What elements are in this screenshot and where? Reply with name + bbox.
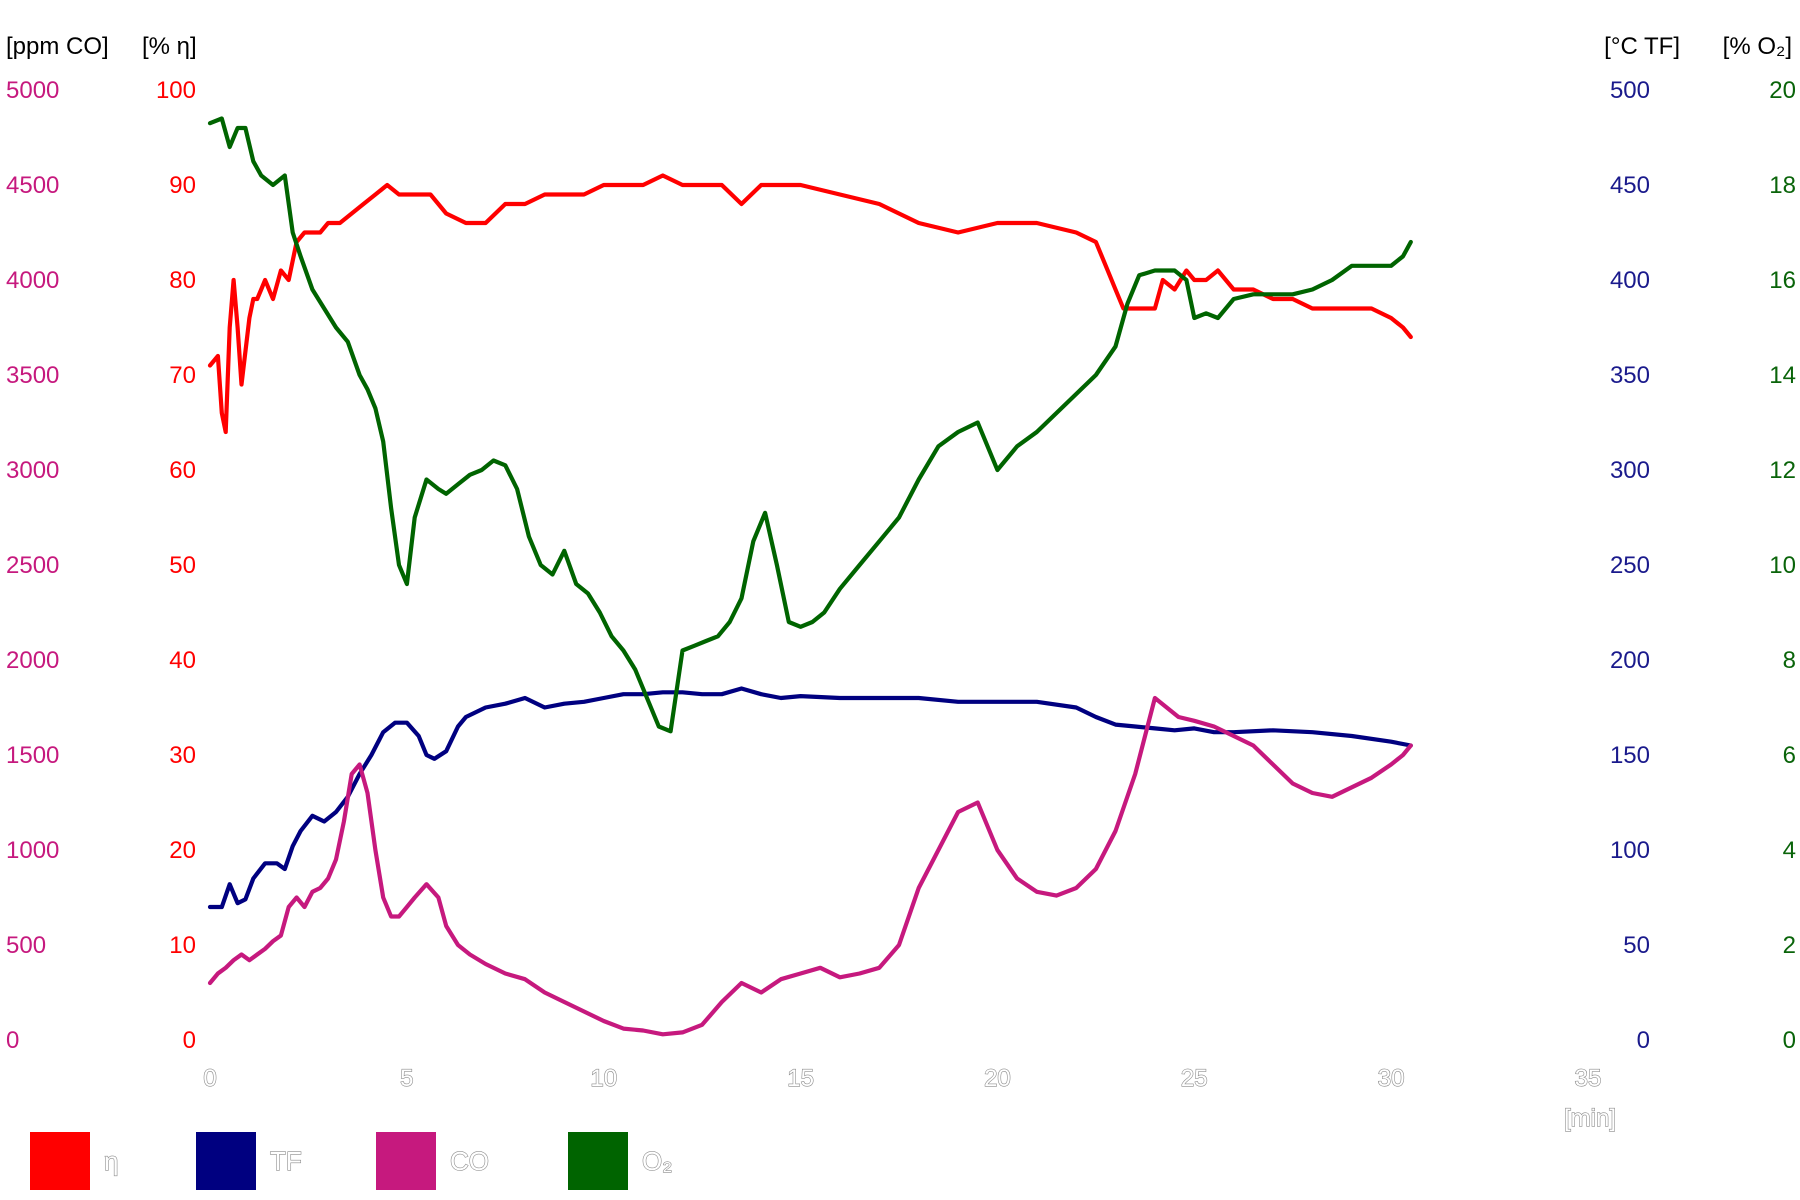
o2-tick-label: 10	[1769, 552, 1796, 579]
o2-tick-label: 4	[1783, 837, 1796, 864]
eta-tick-label: 80	[169, 267, 196, 294]
tf-tick-label: 500	[1610, 77, 1650, 104]
o2-tick-label: 20	[1769, 77, 1796, 104]
o2-axis-unit: [% O₂]	[1723, 33, 1792, 60]
x-tick-label: 35	[1575, 1065, 1602, 1092]
tf-tick-label: 450	[1610, 172, 1650, 199]
x-tick-label: 10	[590, 1065, 617, 1092]
co-tick-label: 1500	[6, 742, 59, 769]
o2-tick-label: 16	[1769, 267, 1796, 294]
series-layer	[207, 116, 1413, 1037]
eta-tick-label: 10	[169, 932, 196, 959]
co-tick-label: 3500	[6, 362, 59, 389]
x-tick-label: 5	[400, 1065, 413, 1092]
tf-tick-label: 250	[1610, 552, 1650, 579]
legend-label-co: CO	[450, 1146, 489, 1176]
eta-tick-label: 100	[156, 77, 196, 104]
co-series-line	[207, 695, 1413, 1037]
y-axis-ticks: 5000450040003500300025002000150010005000…	[6, 77, 1796, 1054]
legend-label-tf: TF	[270, 1146, 302, 1176]
tf-tick-label: 300	[1610, 457, 1650, 484]
o2-tick-label: 0	[1783, 1027, 1796, 1054]
tf-tick-label: 50	[1623, 932, 1650, 959]
tf-tick-label: 100	[1610, 837, 1650, 864]
eta-tick-label: 40	[169, 647, 196, 674]
co-axis-unit: [ppm CO]	[6, 33, 109, 60]
x-tick-label: 15	[787, 1065, 814, 1092]
eta-tick-label: 30	[169, 742, 196, 769]
x-tick-label: 30	[1378, 1065, 1405, 1092]
eta-series-line	[207, 173, 1413, 435]
legend-swatch-co	[376, 1132, 436, 1190]
legend-label-eta: η	[104, 1146, 118, 1176]
x-tick-label: 0	[203, 1065, 216, 1092]
co-tick-label: 500	[6, 932, 46, 959]
co-tick-label: 4500	[6, 172, 59, 199]
legend-label-o2: O₂	[642, 1146, 672, 1176]
o2-tick-label: 14	[1769, 362, 1796, 389]
x-tick-label: 20	[984, 1065, 1011, 1092]
co-tick-label: 2500	[6, 552, 59, 579]
legend: η TF CO O₂	[30, 1132, 673, 1190]
o2-tick-label: 18	[1769, 172, 1796, 199]
tf-tick-label: 200	[1610, 647, 1650, 674]
legend-swatch-eta	[30, 1132, 90, 1190]
o2-tick-label: 8	[1783, 647, 1796, 674]
tf-tick-label: 350	[1610, 362, 1650, 389]
eta-tick-label: 60	[169, 457, 196, 484]
co-tick-label: 0	[6, 1027, 19, 1054]
o2-tick-label: 6	[1783, 742, 1796, 769]
o2-tick-label: 12	[1769, 457, 1796, 484]
x-tick-label: 25	[1181, 1065, 1208, 1092]
tf-axis-unit: [°C TF]	[1604, 33, 1680, 60]
eta-axis-unit: [% η]	[142, 33, 197, 60]
x-axis-label: [min]	[1564, 1105, 1616, 1132]
eta-tick-label: 50	[169, 552, 196, 579]
eta-tick-label: 70	[169, 362, 196, 389]
legend-swatch-tf	[196, 1132, 256, 1190]
co-tick-label: 3000	[6, 457, 59, 484]
tf-series-line	[207, 686, 1413, 910]
tf-tick-label: 0	[1637, 1027, 1650, 1054]
legend-swatch-o2	[568, 1132, 628, 1190]
tf-tick-label: 400	[1610, 267, 1650, 294]
o2-tick-label: 2	[1783, 932, 1796, 959]
co-tick-label: 1000	[6, 837, 59, 864]
tf-tick-label: 150	[1610, 742, 1650, 769]
co-tick-label: 5000	[6, 77, 59, 104]
x-axis-ticks: 0 5 10 15 20 25 30 35	[203, 1064, 1602, 1092]
o2-series-line	[207, 116, 1413, 734]
co-tick-label: 2000	[6, 647, 59, 674]
eta-tick-label: 90	[169, 172, 196, 199]
eta-tick-label: 20	[169, 837, 196, 864]
eta-tick-label: 0	[183, 1027, 196, 1054]
co-tick-label: 4000	[6, 267, 59, 294]
